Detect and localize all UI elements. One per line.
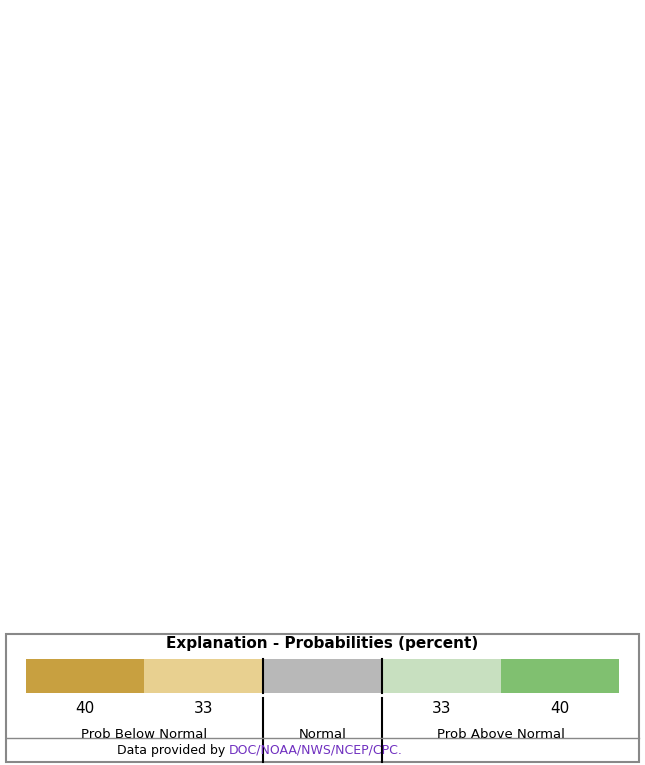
Text: 33: 33 — [432, 701, 451, 716]
Text: Prob Above Normal: Prob Above Normal — [437, 728, 564, 741]
Text: 40: 40 — [75, 701, 95, 716]
Text: Prob Below Normal: Prob Below Normal — [81, 728, 208, 741]
Text: DOC/NOAA/NWS/NCEP/CPC.: DOC/NOAA/NWS/NCEP/CPC. — [229, 744, 403, 757]
Text: Normal: Normal — [299, 728, 346, 741]
Text: Explanation - Probabilities (percent): Explanation - Probabilities (percent) — [166, 636, 479, 652]
Bar — [144, 659, 263, 693]
Bar — [26, 659, 144, 693]
Bar — [501, 659, 619, 693]
Text: 40: 40 — [550, 701, 570, 716]
Bar — [382, 659, 501, 693]
Text: 33: 33 — [194, 701, 213, 716]
Bar — [263, 659, 382, 693]
Text: Data provided by: Data provided by — [117, 744, 229, 757]
FancyBboxPatch shape — [6, 633, 639, 762]
